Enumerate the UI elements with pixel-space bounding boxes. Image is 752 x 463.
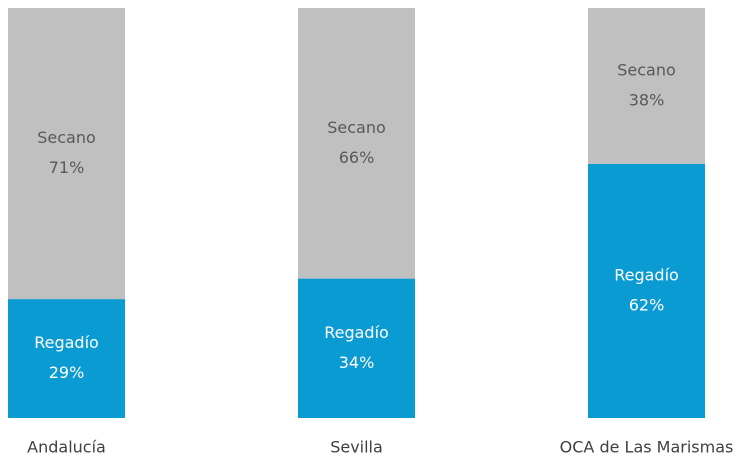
bar-segment [588, 163, 705, 418]
segment-value: 29% [49, 363, 85, 382]
bar-segment [8, 299, 125, 418]
x-tick-label: Sevilla [330, 438, 383, 457]
segment-value: 38% [629, 90, 665, 109]
segment-value: 66% [339, 148, 375, 167]
segment-value: 62% [629, 295, 665, 314]
bar-segment [8, 8, 125, 300]
segment-name: Secano [617, 60, 676, 79]
segment-name: Regadío [324, 323, 389, 342]
segment-name: Regadío [614, 265, 679, 284]
x-tick-label: OCA de Las Marismas [560, 438, 734, 457]
segment-value: 34% [339, 353, 375, 372]
segment-name: Secano [37, 128, 96, 147]
x-tick-label: Andalucía [27, 438, 106, 457]
bar-segment [298, 8, 415, 279]
segment-name: Regadío [34, 333, 99, 352]
bar-segment [298, 278, 415, 418]
bar-segment [588, 8, 705, 164]
segment-value: 71% [49, 158, 85, 177]
segment-name: Secano [327, 118, 386, 137]
